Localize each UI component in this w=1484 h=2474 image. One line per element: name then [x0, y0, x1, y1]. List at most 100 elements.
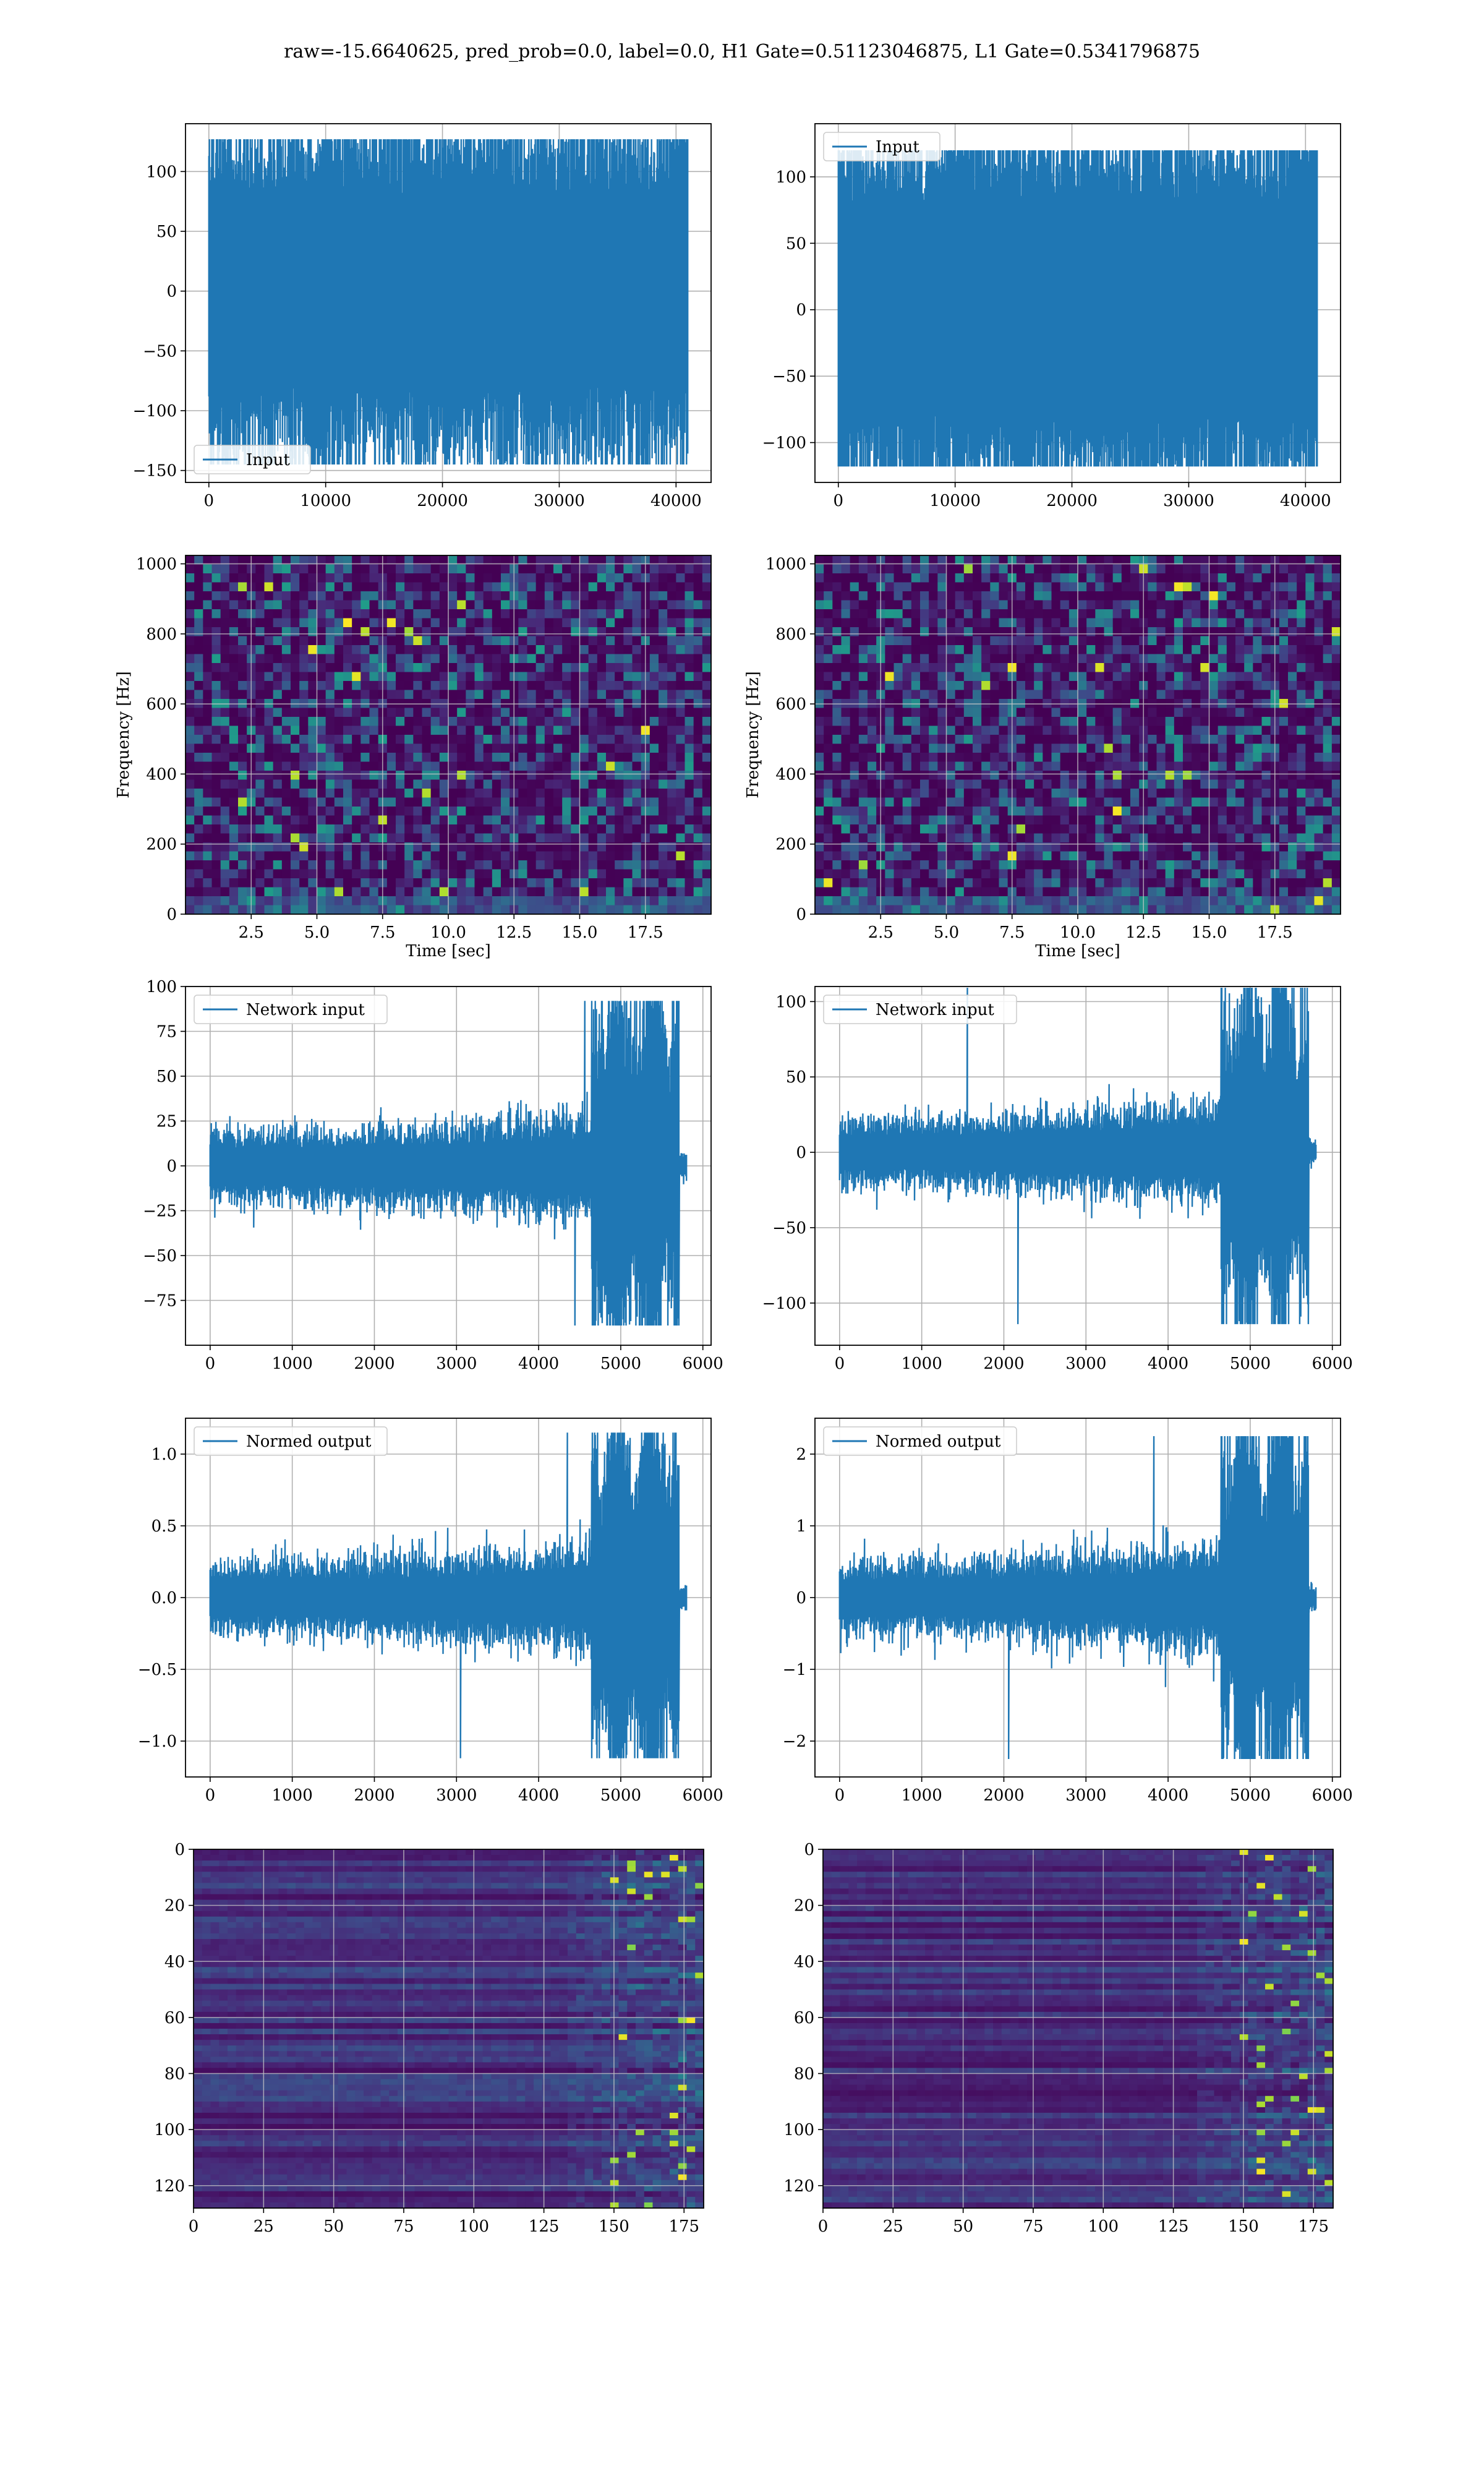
heatmap-cell — [1323, 663, 1333, 673]
heatmap-cell — [439, 672, 449, 682]
heatmap-cell — [448, 842, 458, 852]
heatmap-cell — [858, 807, 868, 816]
heatmap-cell — [1130, 761, 1140, 771]
heatmap-cell — [466, 789, 475, 798]
heatmap-cell — [553, 771, 563, 781]
heatmap-cell — [413, 690, 423, 700]
heatmap-cell — [893, 600, 903, 610]
heatmap-cell — [1095, 609, 1105, 619]
heatmap-cell — [1217, 797, 1227, 807]
heatmap-cell — [1323, 564, 1333, 574]
heatmap-cell — [352, 789, 361, 798]
heatmap-cell — [868, 726, 877, 735]
heatmap-cell — [1104, 591, 1114, 601]
heatmap-cell — [702, 860, 712, 870]
heatmap-cell — [1130, 591, 1140, 601]
heatmap-cell — [1209, 564, 1219, 574]
heatmap-cell — [238, 681, 247, 691]
heatmap-cell — [360, 851, 370, 861]
heatmap-cell — [1104, 761, 1114, 771]
heatmap-cell — [815, 663, 824, 673]
heatmap-cell — [588, 824, 598, 834]
heatmap-cell — [220, 663, 230, 673]
heatmap-cell — [1200, 555, 1210, 565]
heatmap-cell — [1148, 636, 1158, 646]
heatmap-cell — [448, 600, 458, 610]
heatmap-cell — [291, 573, 300, 583]
heatmap-cell — [963, 717, 973, 727]
heatmap-cell — [562, 708, 571, 717]
heatmap-cell — [448, 869, 458, 879]
heatmap-cell — [1226, 582, 1236, 592]
heatmap-cell — [474, 636, 484, 646]
heatmap-cell — [676, 878, 686, 888]
heatmap-cell — [1060, 681, 1070, 691]
heatmap-cell — [868, 779, 877, 789]
heatmap-cell — [492, 860, 501, 870]
heatmap-cell — [466, 654, 475, 664]
heatmap-cell — [832, 726, 842, 735]
heatmap-cell — [396, 573, 405, 583]
heatmap-cell — [1112, 690, 1122, 700]
heatmap-cell — [220, 824, 230, 834]
heatmap-cell — [990, 833, 1000, 843]
heatmap-cell — [1314, 672, 1324, 682]
heatmap-cell — [422, 735, 432, 745]
heatmap-cell — [1148, 573, 1158, 583]
heatmap-cell — [911, 842, 921, 852]
heatmap-cell — [404, 851, 414, 861]
heatmap-cell — [684, 573, 694, 583]
x-tick-label: 10.0 — [1060, 923, 1096, 942]
heatmap-cell — [404, 905, 414, 915]
heatmap-cell — [850, 815, 859, 825]
heatmap-cell — [920, 690, 929, 700]
heatmap-cell — [562, 735, 571, 745]
heatmap-cell — [299, 743, 309, 753]
heatmap-cell — [911, 824, 921, 834]
heatmap-cell — [281, 600, 291, 610]
heatmap-cell — [1068, 663, 1078, 673]
heatmap-cell — [606, 591, 615, 601]
heatmap-cell — [352, 654, 361, 664]
heatmap-cell — [474, 681, 484, 691]
heatmap-cell — [684, 761, 694, 771]
heatmap-cell — [946, 896, 956, 906]
heatmap-cell — [404, 717, 414, 727]
heatmap-cell — [684, 878, 694, 888]
heatmap-cell — [911, 743, 921, 753]
heatmap-cell — [1323, 555, 1333, 565]
heatmap-cell — [1156, 591, 1166, 601]
heatmap-cell — [1288, 627, 1297, 637]
heatmap-cell — [386, 761, 396, 771]
heatmap-cell — [413, 743, 423, 753]
heatmap-cell — [1095, 753, 1105, 763]
heatmap-cell — [518, 797, 528, 807]
heatmap-cell — [1095, 573, 1105, 583]
heatmap-cell — [623, 869, 633, 879]
heatmap-cell — [1086, 681, 1096, 691]
heatmap-cell — [1323, 789, 1333, 798]
heatmap-cell — [360, 645, 370, 655]
heatmap-cell — [1086, 869, 1096, 879]
heatmap-cell — [1174, 896, 1183, 906]
heatmap-cell — [1192, 743, 1201, 753]
heatmap-cell — [325, 618, 335, 628]
heatmap-cell — [1209, 869, 1219, 879]
heatmap-cell — [325, 807, 335, 816]
heatmap-cell — [264, 600, 274, 610]
heatmap-cell — [623, 555, 633, 565]
heatmap-cell — [850, 824, 859, 834]
heatmap-cell — [1086, 654, 1096, 664]
heatmap-cell — [308, 690, 318, 700]
heatmap-cell — [1305, 807, 1315, 816]
heatmap-cell — [1043, 672, 1052, 682]
heatmap-cell — [1226, 743, 1236, 753]
heatmap-cell — [457, 573, 466, 583]
heatmap-cell — [963, 833, 973, 843]
heatmap-cell — [1174, 797, 1183, 807]
heatmap-cell — [430, 654, 440, 664]
heatmap-cell — [1156, 654, 1166, 664]
heatmap-cell — [281, 573, 291, 583]
heatmap-cell — [597, 663, 607, 673]
heatmap-cell — [1121, 842, 1131, 852]
